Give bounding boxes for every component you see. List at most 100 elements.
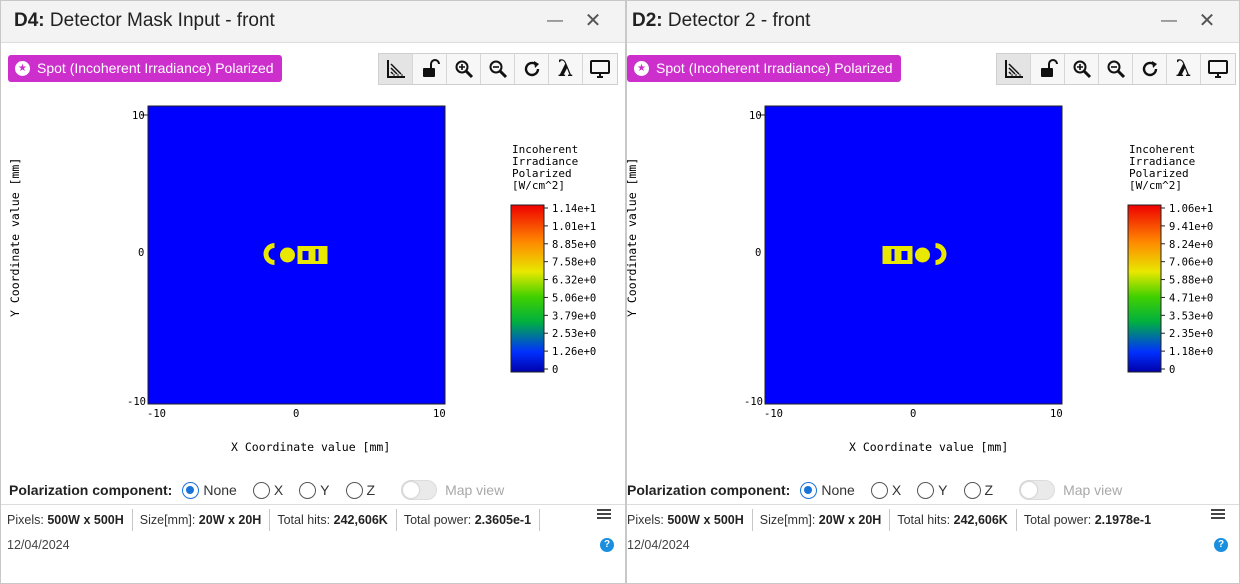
toggle-track	[1019, 480, 1056, 500]
x-tick-label: 0	[293, 408, 299, 420]
radio-label: X	[891, 482, 902, 498]
x-tick-label: 10	[1050, 408, 1063, 420]
status-bar: Pixels: 500W x 500H Size[mm]: 20W x 20H …	[1, 504, 625, 534]
star-icon: ★	[15, 61, 30, 76]
plot-toolbar: λ	[996, 53, 1236, 85]
colorbar-tick-label: 1.14e+1	[552, 203, 596, 215]
status-power: Total power: 2.3605e-1	[404, 508, 541, 531]
colorbar-tick-label: 5.88e+0	[1169, 275, 1213, 287]
radio-z[interactable]: Z	[963, 481, 993, 499]
unlock-icon[interactable]	[413, 54, 447, 84]
radio-y[interactable]: Y	[299, 481, 330, 499]
y-tick-label: -10	[744, 396, 763, 408]
status-pixels: Pixels: 500W x 500H	[627, 508, 753, 531]
colorbar-tick-label: 5.06e+0	[552, 292, 596, 304]
zoom-out-icon[interactable]	[481, 54, 515, 84]
radio-x[interactable]: X	[870, 481, 902, 499]
spot-irradiance-button[interactable]: ★ Spot (Incoherent Irradiance) Polarized	[8, 55, 282, 82]
radio-circle	[917, 481, 935, 499]
radio-label: X	[273, 482, 284, 498]
zoom-in-icon[interactable]	[447, 54, 481, 84]
radio-label: Y	[938, 482, 948, 498]
spot-shape	[263, 243, 328, 265]
refresh-icon[interactable]	[1133, 54, 1167, 84]
colorbar-tick-label: 2.35e+0	[1169, 328, 1213, 340]
radio-y[interactable]: Y	[917, 481, 948, 499]
lambda-icon[interactable]: λ	[1167, 54, 1201, 84]
x-tick-label: -10	[764, 408, 783, 420]
hamburger-menu-icon[interactable]	[1211, 509, 1225, 521]
radio-circle	[963, 481, 981, 499]
y-tick-label: 0	[138, 247, 144, 259]
spot-irradiance-button[interactable]: ★ Spot (Incoherent Irradiance) Polarized	[627, 55, 901, 82]
minimize-icon[interactable]: —	[547, 12, 563, 29]
zoom-out-icon[interactable]	[1099, 54, 1133, 84]
colorbar-title-line: [W/cm^2]	[512, 179, 565, 192]
radio-none[interactable]: None	[800, 481, 855, 499]
irradiance-plot: 10 0 -10 -10 0 10 X Coordinate value [mm…	[627, 105, 1213, 454]
window-title: D4: Detector Mask Input - front	[14, 10, 275, 31]
status-size: Size[mm]: 20W x 20H	[760, 508, 891, 531]
toggle-knob	[1021, 482, 1038, 498]
colorbar-tick-label: 9.41e+0	[1169, 221, 1213, 233]
colorbar-tick-label: 7.58e+0	[552, 257, 596, 269]
colorbar-tick-label: 2.53e+0	[552, 328, 596, 340]
colorbar-tick-label: 7.06e+0	[1169, 257, 1213, 269]
colorbar-tick-label: 0	[552, 364, 558, 376]
y-tick-label: 10	[132, 110, 145, 122]
colorbar-tick-label: 4.71e+0	[1169, 292, 1213, 304]
monitor-icon[interactable]	[583, 54, 617, 84]
colorbar-title-line: Irradiance	[1129, 155, 1195, 168]
date-label: 12/04/2024	[7, 538, 70, 552]
radio-circle	[870, 481, 888, 499]
radio-circle	[800, 481, 818, 499]
spot-button-label: Spot (Incoherent Irradiance) Polarized	[656, 60, 893, 76]
map-view-label: Map view	[1063, 482, 1123, 498]
x-tick-label: 10	[433, 408, 446, 420]
map-view-toggle[interactable]: Map view	[401, 480, 504, 500]
lambda-icon[interactable]: λ	[549, 54, 583, 84]
irradiance-plot: 10 0 -10 -10 0 10 X Coordinate value [mm…	[8, 105, 596, 454]
refresh-icon[interactable]	[515, 54, 549, 84]
date-label: 12/04/2024	[627, 538, 690, 552]
spot-button-label: Spot (Incoherent Irradiance) Polarized	[37, 60, 274, 76]
unlock-icon[interactable]	[1031, 54, 1065, 84]
spot-shape	[882, 243, 947, 265]
x-tick-label: -10	[147, 408, 166, 420]
axes-ruler-icon[interactable]	[997, 54, 1031, 84]
close-icon[interactable]: ✕	[1198, 10, 1216, 32]
axes-ruler-icon[interactable]	[379, 54, 413, 84]
status-size: Size[mm]: 20W x 20H	[140, 508, 271, 531]
radio-label: Z	[366, 482, 376, 498]
help-icon[interactable]: ?	[600, 538, 614, 552]
radio-x[interactable]: X	[252, 481, 284, 499]
map-view-toggle[interactable]: Map view	[1019, 480, 1122, 500]
colorbar	[510, 204, 545, 373]
colorbar-tick-label: 1.06e+1	[1169, 203, 1213, 215]
zoom-in-icon[interactable]	[1065, 54, 1099, 84]
plot-area	[764, 105, 1063, 405]
colorbar-title-line: Incoherent	[1129, 143, 1195, 156]
status-power: Total power: 2.1978e-1	[1023, 512, 1152, 527]
colorbar-tick-label: 8.85e+0	[552, 239, 596, 251]
y-axis-label: Y Coordinate value [mm]	[8, 158, 22, 317]
colorbar-ticks: 1.06e+1 9.41e+0 8.24e+0 7.06e+0 5.88e+0 4.71e…	[1161, 203, 1213, 376]
hamburger-menu-icon[interactable]	[597, 509, 611, 521]
close-icon[interactable]: ✕	[584, 10, 602, 32]
radio-z[interactable]: Z	[345, 481, 376, 499]
help-icon[interactable]: ?	[1214, 538, 1228, 552]
colorbar-tick-label: 1.01e+1	[552, 221, 596, 233]
detector-window-d4: D4: Detector Mask Input - front — ✕ ★ Sp…	[0, 0, 626, 584]
status-hits: Total hits: 242,606K	[277, 508, 397, 531]
polarization-row: Polarization component: None X Y Z Map v…	[627, 479, 1122, 501]
spot-segment	[297, 246, 328, 264]
minimize-icon[interactable]: —	[1161, 12, 1177, 29]
radio-none[interactable]: None	[182, 481, 237, 499]
plot-toolbar: λ	[378, 53, 618, 85]
colorbar-title-line: [W/cm^2]	[1129, 179, 1182, 192]
monitor-icon[interactable]	[1201, 54, 1235, 84]
spot-segment	[915, 247, 930, 263]
plot-area	[147, 105, 446, 405]
map-view-label: Map view	[445, 482, 505, 498]
radio-circle	[252, 481, 270, 499]
